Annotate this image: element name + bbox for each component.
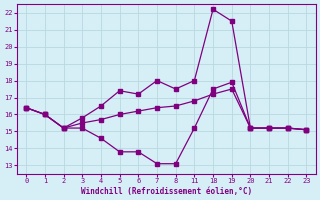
- X-axis label: Windchill (Refroidissement éolien,°C): Windchill (Refroidissement éolien,°C): [81, 187, 252, 196]
